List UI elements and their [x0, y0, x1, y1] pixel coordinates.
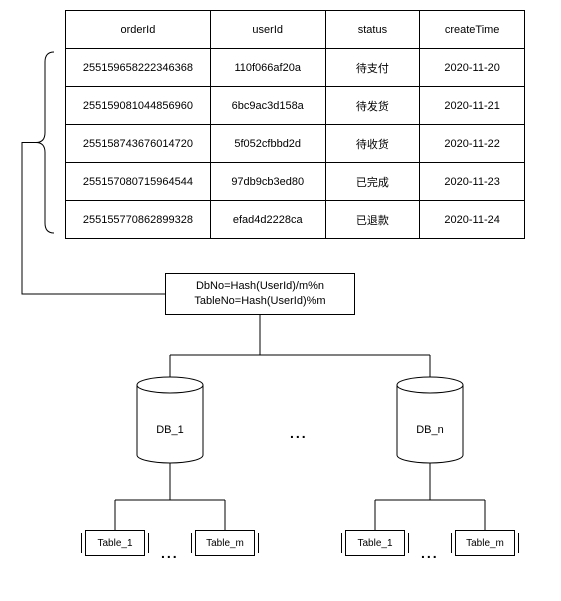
table-row: 255155770862899328 efad4d2228ca 已退款 2020…: [66, 201, 525, 239]
formula-line-2: TableNo=Hash(UserId)%m: [194, 294, 325, 309]
db-n-label: DB_n: [400, 424, 460, 436]
table-header-row: orderId userId status createTime: [66, 11, 525, 49]
table-1-left: Table_1: [85, 530, 145, 556]
col-createTime: createTime: [420, 11, 525, 49]
table-1-right: Table_1: [345, 530, 405, 556]
formula-line-1: DbNo=Hash(UserId)/m%n: [196, 279, 324, 294]
col-orderId: orderId: [66, 11, 211, 49]
table-ellipsis-right: ...: [421, 545, 439, 561]
table-m-left: Table_m: [195, 530, 255, 556]
table-row: 255159658222346368 110f066af20a 待支付 2020…: [66, 49, 525, 87]
orders-table: orderId userId status createTime 2551596…: [65, 10, 525, 239]
col-status: status: [325, 11, 420, 49]
hash-formula-box: DbNo=Hash(UserId)/m%n TableNo=Hash(UserI…: [165, 273, 355, 315]
table-ellipsis-left: ...: [161, 545, 179, 561]
table-row: 255158743676014720 5f052cfbbd2d 待收货 2020…: [66, 125, 525, 163]
table-m-right: Table_m: [455, 530, 515, 556]
db-1-label: DB_1: [140, 424, 200, 436]
col-userId: userId: [210, 11, 325, 49]
table-row: 255157080715964544 97db9cb3ed80 已完成 2020…: [66, 163, 525, 201]
db-ellipsis: ...: [290, 425, 308, 441]
table-row: 255159081044856960 6bc9ac3d158a 待发货 2020…: [66, 87, 525, 125]
